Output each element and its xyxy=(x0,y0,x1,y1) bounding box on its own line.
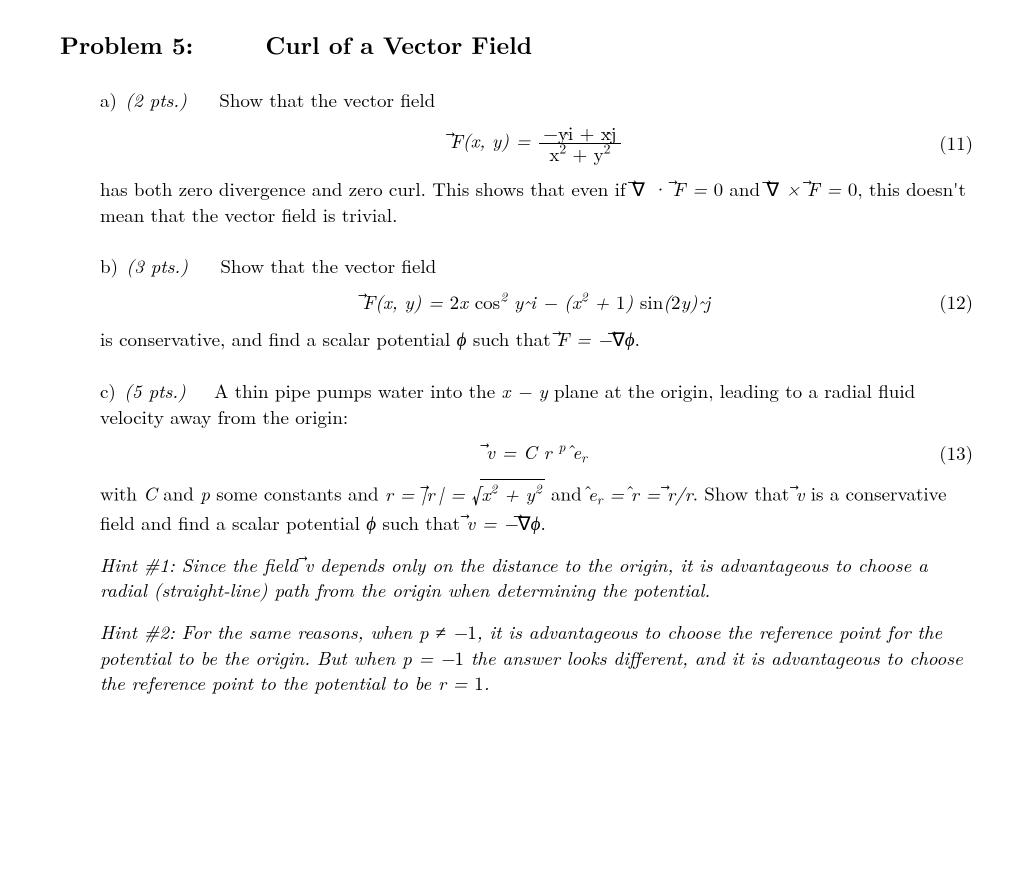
equation-12: F(x, y) = 2x cos2 y i − (x2 + 1) sin(2y)… xyxy=(363,289,710,315)
problem-label: Problem 5: xyxy=(60,28,193,62)
part-b-lead: b) (3 pts.) Show that the vector field xyxy=(100,253,973,279)
part-a-after: has both zero divergence and zero curl. … xyxy=(100,176,973,227)
part-c-hint-2: Hint #2: For the same reasons, when p ≠ … xyxy=(100,619,973,696)
part-a-lead-text: Show that the vector field xyxy=(219,86,435,113)
part-b-after: is conservative, and find a scalar poten… xyxy=(100,326,973,352)
part-a-label: a) xyxy=(100,86,117,113)
equation-11-row: F(x, y) = −yi + xjx2 + y2 (11) xyxy=(100,123,973,164)
part-a-points: (2 pts.) xyxy=(125,86,187,113)
part-c-lead-text: A thin pipe pumps water into the x − y p… xyxy=(100,377,915,430)
part-c-after: with C and p some constants and r = |r |… xyxy=(100,479,973,535)
part-a: a) (2 pts.) Show that the vector field F… xyxy=(60,87,973,227)
equation-13-number: (13) xyxy=(939,441,973,467)
part-b-lead-text: Show that the vector field xyxy=(220,252,436,279)
problem-title: Curl of a Vector Field xyxy=(265,28,532,62)
equation-13-row: v = C r p er (13) xyxy=(100,439,973,467)
equation-11-number: (11) xyxy=(939,131,973,157)
equation-12-row: F(x, y) = 2x cos2 y i − (x2 + 1) sin(2y)… xyxy=(100,289,973,315)
part-b: b) (3 pts.) Show that the vector field F… xyxy=(60,253,973,352)
equation-12-number: (12) xyxy=(939,289,973,315)
part-c: c) (5 pts.) A thin pipe pumps water into… xyxy=(60,378,973,696)
part-c-points: (5 pts.) xyxy=(124,377,186,404)
part-b-label: b) xyxy=(100,252,118,279)
equation-13: v = C r p er xyxy=(486,439,587,467)
part-b-points: (3 pts.) xyxy=(126,252,188,279)
part-a-lead: a) (2 pts.) Show that the vector field xyxy=(100,87,973,113)
part-c-hint-1: Hint #1: Since the field v depends only … xyxy=(100,552,973,603)
page: Problem 5: Curl of a Vector Field a) (2 … xyxy=(0,0,1033,893)
part-c-lead: c) (5 pts.) A thin pipe pumps water into… xyxy=(100,378,973,429)
problem-header: Problem 5: Curl of a Vector Field xyxy=(60,28,973,61)
part-c-label: c) xyxy=(100,377,116,404)
equation-11: F(x, y) = −yi + xjx2 + y2 xyxy=(450,123,622,164)
